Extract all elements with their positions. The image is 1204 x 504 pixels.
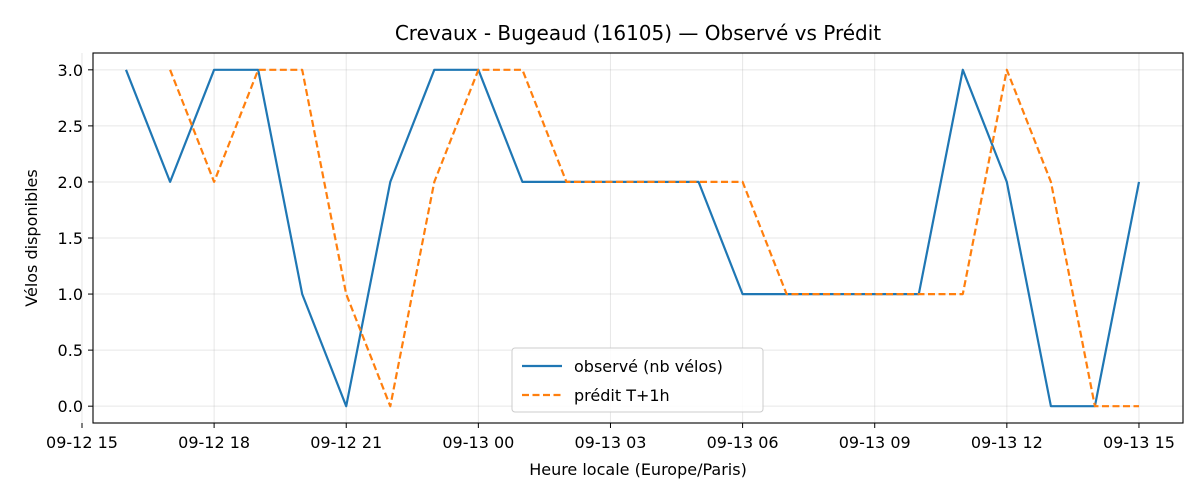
x-tick-label: 09-13 15 [1103, 433, 1175, 452]
series-layer [124, 68, 1141, 408]
legend-label-observe: observé (nb vélos) [574, 357, 723, 376]
x-tick-label: 09-13 03 [575, 433, 647, 452]
x-axis: 09-12 15 09-12 18 09-12 21 09-13 00 09-13 03… [46, 423, 1175, 452]
x-tick-label: 09-13 12 [971, 433, 1043, 452]
legend-box [511, 347, 764, 413]
y-axis: 0.0 0.5 1.0 1.5 2.0 2.5 3.0 [58, 61, 93, 416]
y-tick-label: 1.5 [58, 229, 83, 248]
legend-label-predit: prédit T+1h [574, 386, 670, 405]
y-tick-label: 2.5 [58, 117, 83, 136]
x-tick-label: 09-12 21 [310, 433, 382, 452]
y-tick-label: 0.5 [58, 341, 83, 360]
x-tick-label: 09-13 06 [707, 433, 779, 452]
y-tick-label: 1.0 [58, 285, 83, 304]
x-tick-label: 09-13 00 [442, 433, 514, 452]
y-tick-label: 3.0 [58, 61, 83, 80]
x-axis-title: Heure locale (Europe/Paris) [529, 460, 747, 479]
legend: observé (nb vélos) prédit T+1h [511, 347, 764, 413]
x-tick-label: 09-12 18 [178, 433, 250, 452]
y-axis-title: Vélos disponibles [22, 169, 41, 306]
chart-title: Crevaux - Bugeaud (16105) — Observé vs P… [395, 21, 881, 45]
x-tick-label: 09-12 15 [46, 433, 118, 452]
x-tick-label: 09-13 09 [839, 433, 911, 452]
y-tick-label: 2.0 [58, 173, 83, 192]
series-line-predit [169, 68, 1139, 408]
y-tick-label: 0.0 [58, 397, 83, 416]
